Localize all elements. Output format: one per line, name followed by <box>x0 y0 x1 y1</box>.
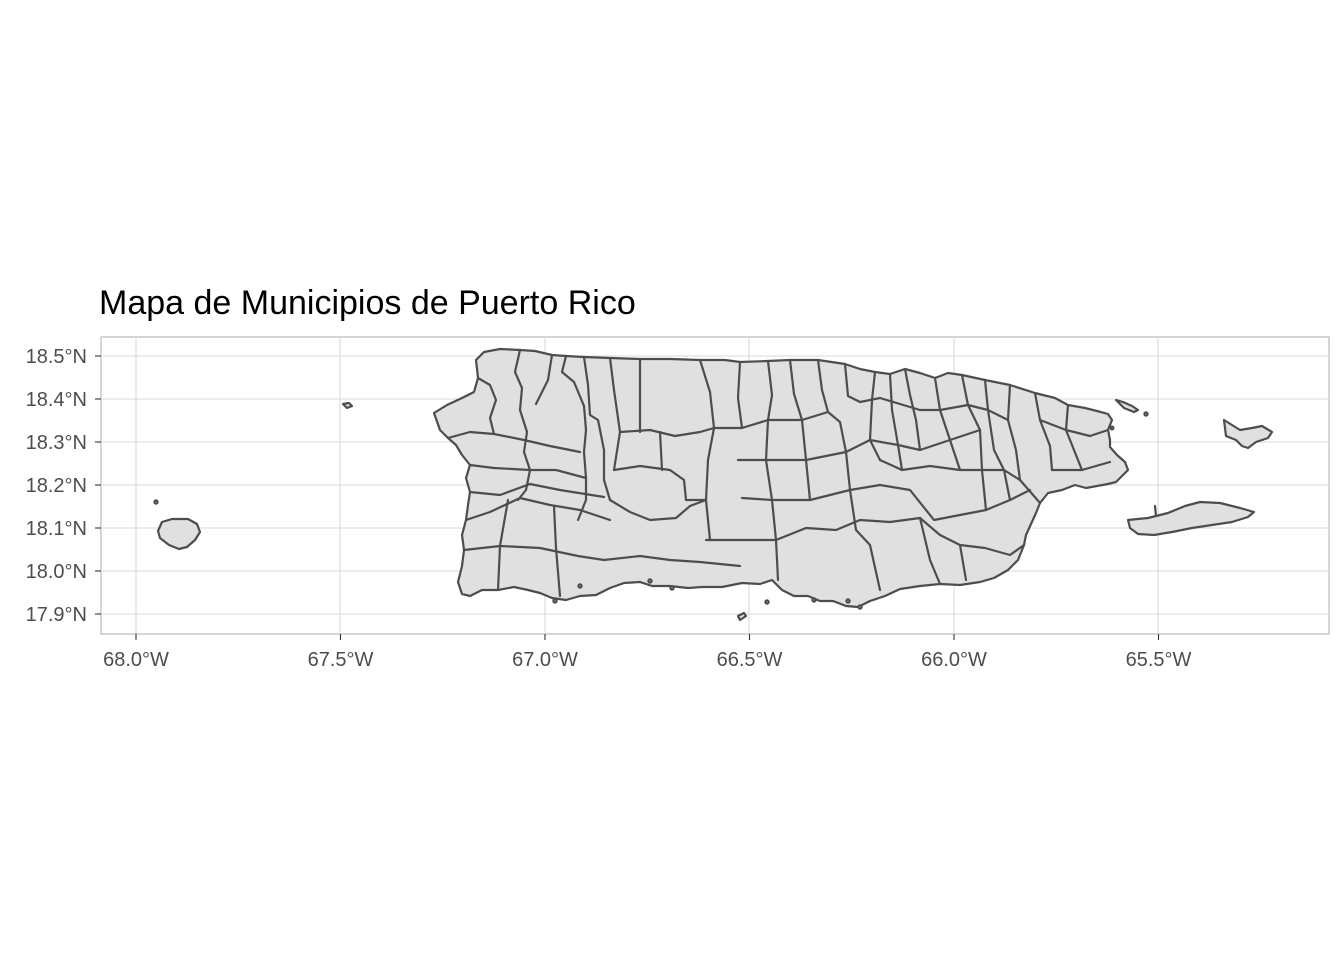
monito-islet <box>153 499 159 505</box>
x-tick-label: 67.0°W <box>512 649 578 671</box>
y-tick-label: 18.1°N <box>26 518 87 540</box>
y-tick-label: 17.9°N <box>26 604 87 626</box>
y-tick-label: 18.3°N <box>26 432 87 454</box>
y-tick-label: 18.4°N <box>26 389 87 411</box>
x-tick-label: 68.0°W <box>103 649 169 671</box>
mona-island <box>156 517 202 551</box>
x-tick-label: 66.5°W <box>717 649 783 671</box>
y-tick-label: 18.5°N <box>26 346 87 368</box>
vieques-island <box>1126 500 1256 537</box>
vieques-islet <box>1153 504 1158 518</box>
desecheo-island <box>341 401 354 410</box>
x-tick-label: 66.0°W <box>921 649 987 671</box>
municipality-polygons <box>153 347 1274 622</box>
y-tick-label: 18.0°N <box>26 561 87 583</box>
x-tick-label: 65.5°W <box>1126 649 1192 671</box>
municipal-boundaries <box>446 348 1112 598</box>
northeast-cays <box>1109 398 1149 431</box>
y-tick-label: 18.2°N <box>26 475 87 497</box>
x-axis: 68.0°W 67.5°W 67.0°W 66.5°W 66.0°W 65.5°W <box>103 634 1192 671</box>
y-axis: 18.5°N 18.4°N 18.3°N 18.2°N 18.1°N 18.0°N 17.9… <box>26 346 101 626</box>
culebra-island <box>1222 418 1274 450</box>
x-tick-label: 67.5°W <box>308 649 374 671</box>
map-title: Mapa de Municipios de Puerto Rico <box>99 284 636 322</box>
southern-cays <box>552 578 863 622</box>
